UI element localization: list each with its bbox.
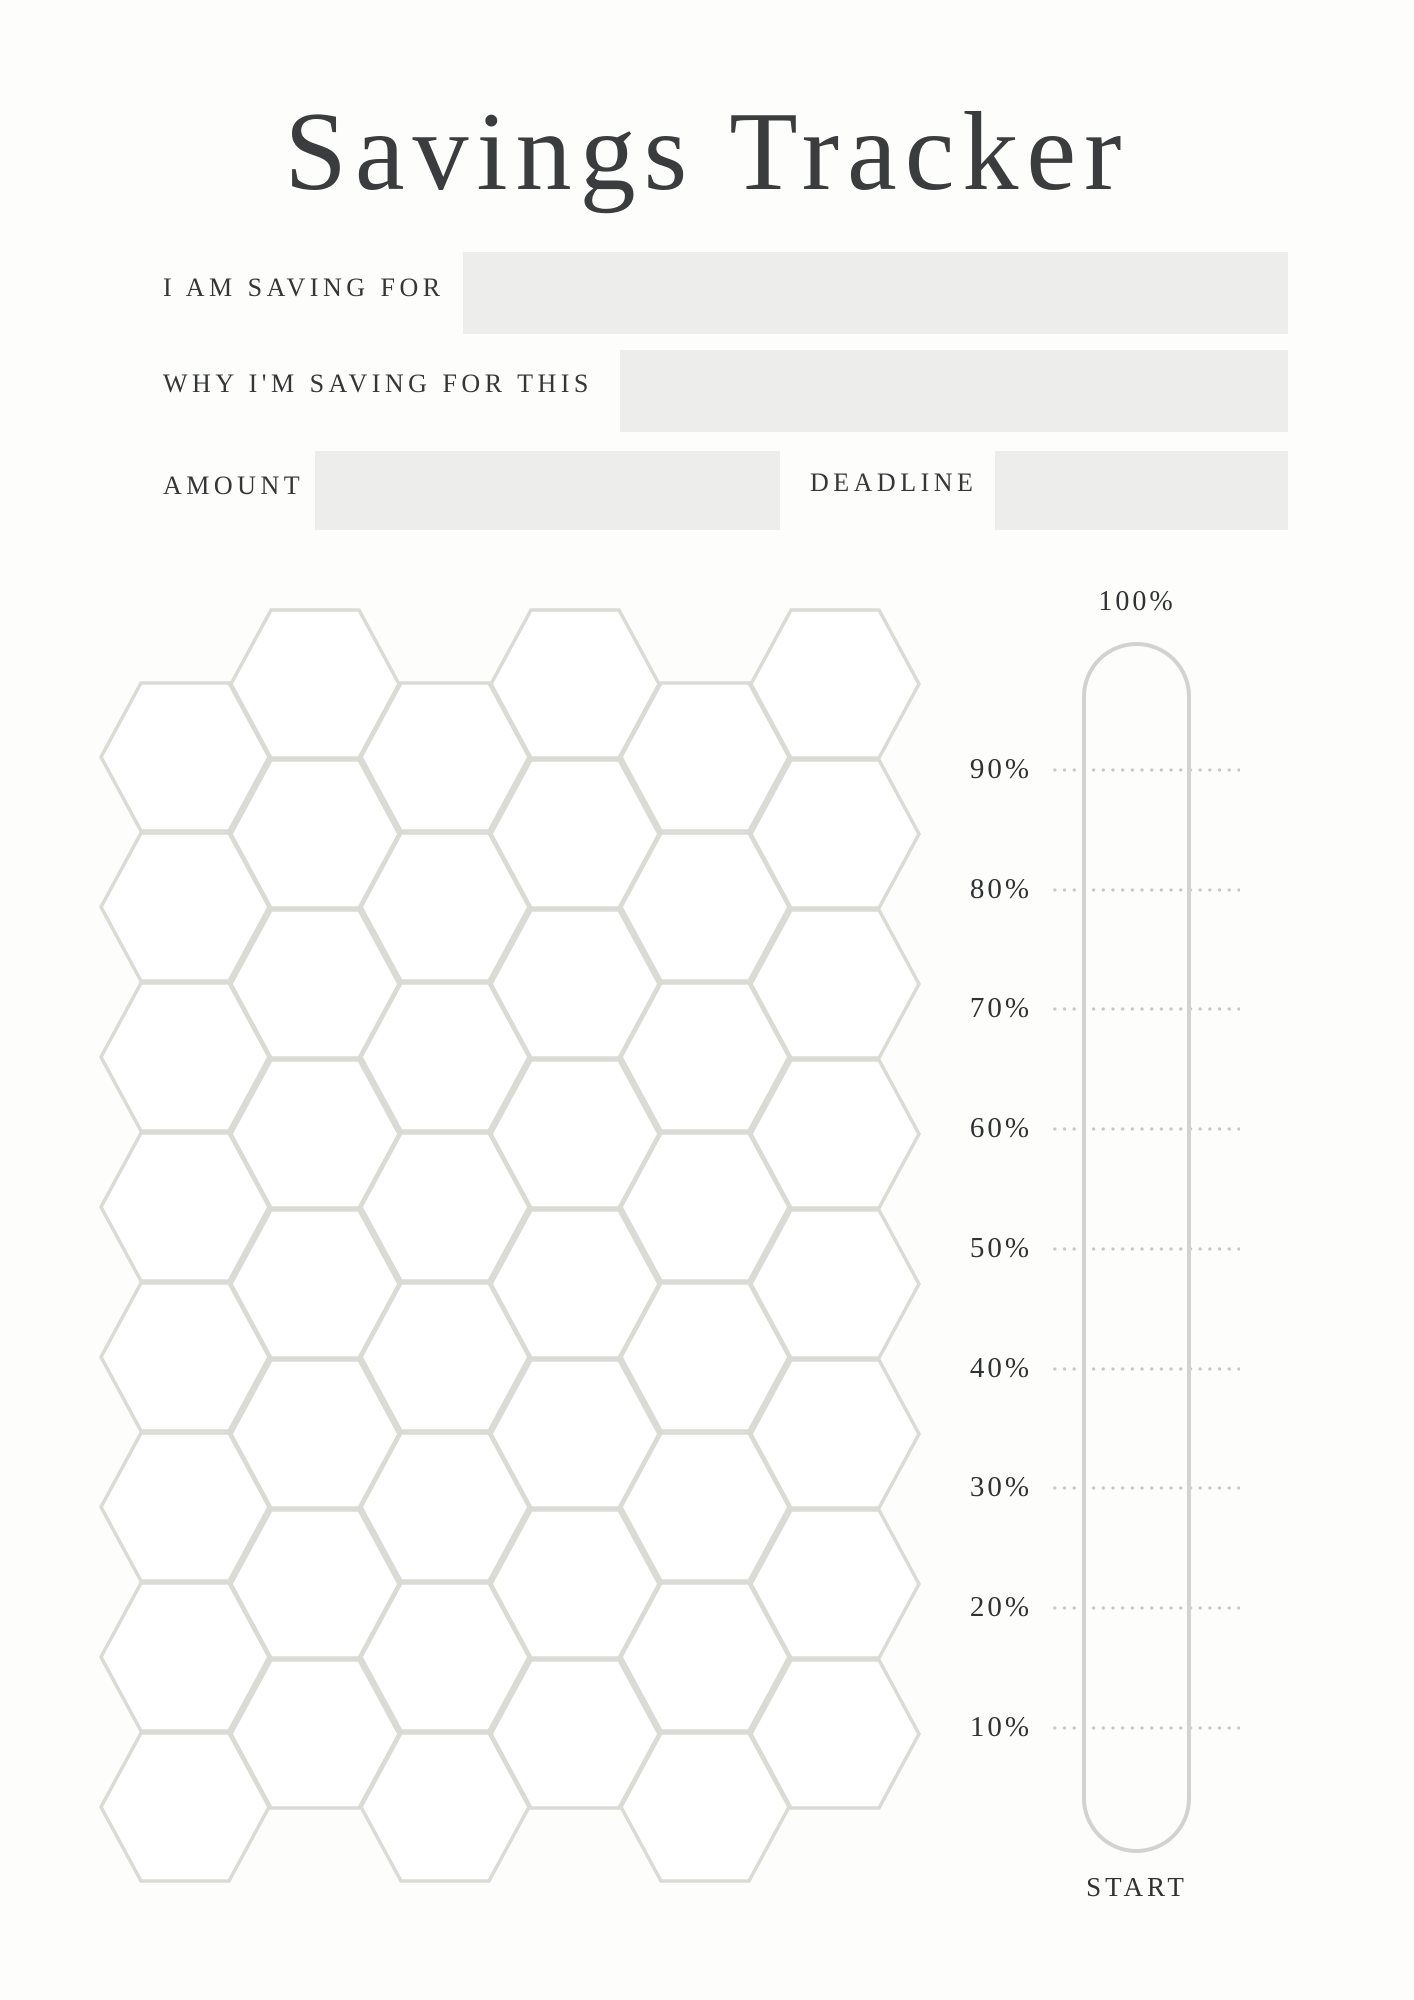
honeycomb-cell bbox=[489, 1208, 661, 1360]
honeycomb-cell bbox=[229, 608, 401, 760]
honeycomb-cell bbox=[489, 1058, 661, 1210]
deadline-label: DEADLINE bbox=[810, 468, 978, 497]
honeycomb-cell bbox=[619, 1131, 791, 1283]
scale-tick-dotted-line bbox=[1050, 768, 1240, 772]
scale-start-label: START bbox=[1086, 1872, 1188, 1902]
scale-tick-dotted-line bbox=[1050, 887, 1240, 892]
why-saving-input[interactable] bbox=[620, 350, 1288, 432]
honeycomb-cell bbox=[749, 1208, 921, 1360]
scale-tick-dotted-line bbox=[1050, 1246, 1240, 1251]
honeycomb-cell bbox=[489, 1508, 661, 1660]
honeycomb-cell bbox=[489, 608, 661, 760]
scale-tick-label: 40% bbox=[969, 1351, 1032, 1384]
saving-for-input[interactable] bbox=[463, 252, 1288, 334]
honeycomb-cell bbox=[749, 608, 921, 760]
scale-tick-dotted-line bbox=[1050, 1486, 1240, 1491]
honeycomb-cell bbox=[99, 1131, 271, 1283]
scale-tick-dotted-line bbox=[1050, 1127, 1240, 1132]
honeycomb-cell bbox=[359, 981, 531, 1133]
honeycomb-cell bbox=[749, 1658, 921, 1810]
honeycomb-cell bbox=[359, 681, 531, 833]
honeycomb-cell bbox=[619, 681, 791, 833]
scale-tick-label: 30% bbox=[969, 1471, 1032, 1504]
scale-tick-label: 20% bbox=[969, 1590, 1032, 1623]
honeycomb-cell bbox=[229, 1508, 401, 1660]
scale-tick-label: 70% bbox=[969, 992, 1032, 1025]
honeycomb-cell bbox=[619, 1731, 791, 1883]
scale-tick-row: 20% bbox=[0, 1589, 1250, 1625]
scale-tick-label: 60% bbox=[969, 1112, 1032, 1145]
honeycomb-cell bbox=[359, 831, 531, 983]
scale-tick-row: 10% bbox=[0, 1709, 1250, 1745]
honeycomb-cell bbox=[99, 1281, 271, 1433]
honeycomb-cell bbox=[99, 831, 271, 983]
honeycomb-cell bbox=[489, 908, 661, 1060]
amount-input[interactable] bbox=[315, 451, 780, 530]
honeycomb-cell bbox=[229, 1058, 401, 1210]
scale-tick-label: 80% bbox=[969, 872, 1032, 905]
honeycomb-cell bbox=[619, 1281, 791, 1433]
honeycomb-cell bbox=[619, 1431, 791, 1583]
scale-tick-label: 50% bbox=[969, 1231, 1032, 1264]
honeycomb-cell bbox=[749, 1508, 921, 1660]
scale-tick-row: 80% bbox=[0, 871, 1250, 907]
scale-tick-dotted-line bbox=[1050, 1007, 1240, 1012]
honeycomb-cell bbox=[489, 1358, 661, 1510]
saving-for-label: I AM SAVING FOR bbox=[163, 273, 445, 302]
honeycomb-cell bbox=[749, 1358, 921, 1510]
honeycomb-cell bbox=[99, 1431, 271, 1583]
deadline-input[interactable] bbox=[995, 451, 1288, 530]
honeycomb-cell bbox=[99, 1731, 271, 1883]
honeycomb-cell bbox=[99, 681, 271, 833]
honeycomb-cell bbox=[619, 1581, 791, 1733]
scale-tick-row: 70% bbox=[0, 990, 1250, 1026]
scale-tick-row: 60% bbox=[0, 1110, 1250, 1146]
honeycomb-cell bbox=[359, 1581, 531, 1733]
amount-label: AMOUNT bbox=[163, 471, 305, 500]
scale-tick-label: 10% bbox=[969, 1710, 1032, 1743]
honeycomb-cell bbox=[359, 1431, 531, 1583]
honeycomb-cell bbox=[619, 831, 791, 983]
honeycomb-cell bbox=[749, 908, 921, 1060]
honeycomb-cell bbox=[229, 758, 401, 910]
honeycomb-cell bbox=[229, 1658, 401, 1810]
scale-tick-row: 50% bbox=[0, 1230, 1250, 1266]
honeycomb-cell bbox=[229, 1358, 401, 1510]
honeycomb-cell bbox=[229, 908, 401, 1060]
honeycomb-cell bbox=[359, 1731, 531, 1883]
honeycomb-cell bbox=[749, 758, 921, 910]
honeycomb-cell bbox=[99, 981, 271, 1133]
scale-tick-label: 90% bbox=[969, 753, 1032, 785]
honeycomb-cell bbox=[619, 981, 791, 1133]
honeycomb-cell bbox=[489, 758, 661, 910]
honeycomb-cell bbox=[99, 1581, 271, 1733]
scale-tick-dotted-line bbox=[1050, 1725, 1240, 1730]
scale-top-label: 100% bbox=[1098, 586, 1176, 617]
scale-tick-row: 40% bbox=[0, 1350, 1250, 1386]
scale-tick-row: 30% bbox=[0, 1469, 1250, 1505]
scale-tick-dotted-line bbox=[1050, 1366, 1240, 1371]
scale-tick-row: 90% bbox=[0, 751, 1250, 787]
scale-tick-dotted-line bbox=[1050, 1605, 1240, 1610]
progress-capsule bbox=[1082, 642, 1191, 1853]
honeycomb-cell bbox=[359, 1281, 531, 1433]
honeycomb-cell bbox=[749, 1058, 921, 1210]
why-saving-label: WHY I'M SAVING FOR THIS bbox=[163, 369, 593, 398]
honeycomb-cell bbox=[359, 1131, 531, 1283]
page-title: Savings Tracker bbox=[284, 90, 1130, 214]
honeycomb-cell bbox=[489, 1658, 661, 1810]
honeycomb-cell bbox=[229, 1208, 401, 1360]
